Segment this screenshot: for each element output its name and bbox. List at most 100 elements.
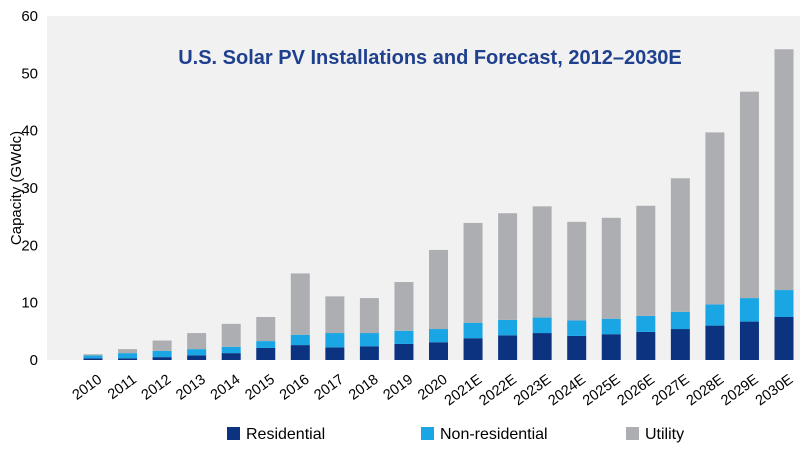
x-tick-label: 2019 [381,372,417,404]
bar-segment-residential [325,347,345,360]
bar-segment-non-residential [532,317,552,334]
x-tick-label: 2016 [277,372,313,404]
bar-segment-non-residential [187,349,207,356]
bar-segment-utility [532,206,552,318]
bar-segment-non-residential [256,341,276,348]
x-tick-label: 2026E [615,371,659,409]
bar-segment-non-residential [498,319,518,336]
bar-segment-utility [394,282,414,331]
bar-segment-utility [670,178,690,312]
bar-segment-utility [774,49,794,291]
bar-segment-utility [290,273,310,335]
bar-segment-non-residential [739,298,759,322]
y-axis-label: Capacity (GWdc) [8,131,25,245]
bar-segment-residential [221,353,241,360]
x-tick-label: 2014 [208,372,244,404]
bar-segment-non-residential [670,311,690,330]
legend-label: Residential [246,426,325,443]
x-tick-label: 2015 [242,372,278,404]
bar-segment-utility [429,249,448,330]
x-tick-label: 2027E [649,371,693,409]
y-tick-label: 40 [21,123,38,140]
bar-segment-residential [290,345,310,360]
bar-segment-residential [774,317,794,360]
legend-label: Non-residential [440,426,548,443]
x-axis: 2010 2011 2012 2013 2014 2015 2016 2017 2018 2019… [70,371,797,409]
bar-segment-non-residential [221,346,241,354]
x-tick-label: 2022E [476,371,520,409]
bar-segment-non-residential [774,290,794,317]
y-axis: 0 10 20 30 40 50 60 [21,8,38,369]
bar-segment-utility [118,349,138,354]
y-tick-label: 50 [21,65,38,82]
bar-segment-residential [152,357,172,360]
bar-segment-utility [221,323,241,347]
bar-segment-non-residential [118,353,138,359]
legend-swatch [626,427,639,440]
bar-segment-non-residential [429,329,448,343]
x-tick-label: 2013 [173,372,209,404]
x-tick-label: 2023E [511,371,555,409]
bar-segment-utility [567,221,587,321]
bar-segment-utility [601,217,621,319]
x-tick-label: 2011 [105,372,140,403]
y-tick-label: 20 [21,237,38,254]
bar-segment-residential [705,325,725,360]
bar-segment-utility [256,317,276,342]
bar-segment-utility [359,298,379,334]
bar-segment-non-residential [636,315,656,332]
bar-segment-utility [739,91,759,299]
x-tick-label: 2010 [70,372,106,404]
x-tick-label: 2018 [346,372,382,404]
bar-segment-non-residential [152,350,172,358]
bar-segment-residential [83,358,103,360]
bars [83,49,794,360]
bar-segment-non-residential [567,320,587,336]
bar-segment-residential [636,331,656,360]
bar-segment-non-residential [601,318,621,335]
bar-segment-non-residential [394,330,414,344]
x-tick-label: 2024E [546,371,590,409]
bar-segment-utility [187,333,207,350]
legend: Residential Non-residential Utility [227,426,684,443]
bar-segment-residential [394,343,414,360]
x-tick-label: 2030E [753,371,797,409]
legend-swatch [227,427,240,440]
bar-segment-residential [429,342,448,360]
bar-segment-utility [325,296,345,334]
bar-segment-residential [256,347,276,360]
bar-segment-residential [498,335,518,360]
bar-segment-non-residential [290,334,310,346]
bar-segment-utility [152,340,172,351]
bar-segment-non-residential [325,333,345,348]
y-tick-label: 30 [21,180,38,197]
bar-segment-residential [567,335,587,360]
bar-segment-residential [187,355,207,360]
y-tick-label: 10 [21,295,38,312]
bar-segment-residential [532,333,552,360]
bar-segment-residential [118,358,138,360]
x-tick-label: 2021E [442,371,486,409]
legend-swatch [421,427,434,440]
x-tick-label: 2025E [580,371,624,409]
x-tick-label: 2012 [139,372,175,404]
bar-segment-utility [636,205,656,316]
bar-segment-residential [670,329,690,360]
x-tick-label: 2017 [312,372,348,404]
bar-segment-non-residential [359,333,379,347]
bar-segment-non-residential [705,304,725,326]
bar-segment-utility [83,354,103,356]
bar-segment-non-residential [463,322,483,339]
y-tick-label: 60 [21,8,38,25]
legend-label: Utility [645,426,684,443]
bar-segment-non-residential [83,355,103,359]
y-tick-label: 0 [30,352,38,369]
bar-segment-utility [705,132,725,305]
chart-title: U.S. Solar PV Installations and Forecast… [178,47,682,69]
bar-segment-residential [739,321,759,360]
x-tick-label: 2028E [684,371,728,409]
x-tick-label: 2029E [718,371,762,409]
bar-segment-utility [463,222,483,323]
bar-segment-residential [463,338,483,360]
